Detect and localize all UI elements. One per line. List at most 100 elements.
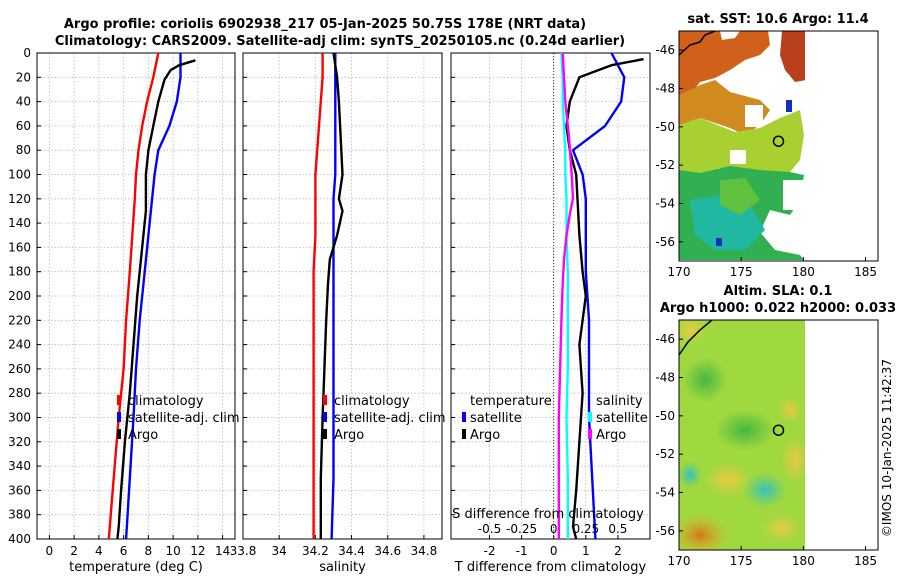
temp-ytick-label: 400 bbox=[8, 532, 31, 546]
diff-top-xtick-label: -0.5 bbox=[478, 522, 501, 536]
sla-green-blob1 bbox=[683, 358, 727, 402]
diff-xtick-label: -2 bbox=[484, 544, 496, 558]
sst-yellow-green-band bbox=[679, 110, 804, 180]
diff-panel: -2 -1 0 1 2 T difference from climatology temp… bbox=[450, 52, 651, 575]
sla-green-blob2 bbox=[715, 410, 775, 450]
temp-ytick-label: 180 bbox=[8, 265, 31, 279]
sst-coastline bbox=[679, 31, 716, 56]
temp-ytick-label: 60 bbox=[16, 119, 31, 133]
figure-title-line1: Argo profile: coriolis 6902938_217 05-Ja… bbox=[64, 17, 586, 32]
sst-axes-xtick-label: 170 bbox=[668, 265, 691, 279]
sst-map: sat. SST: 10.6 Argo: 11.4 170 175 180 185 -4… bbox=[655, 12, 879, 279]
temp-ytick-label: 200 bbox=[8, 289, 31, 303]
sst-field bbox=[679, 31, 878, 261]
sal-xtick-label: 34.6 bbox=[374, 544, 401, 558]
imos-watermark: ©IMOS 10-Jan-2025 11:42:37 bbox=[880, 359, 894, 537]
sst-axes-ytick-label: -56 bbox=[655, 235, 675, 249]
sla-axes-xtick-label: 180 bbox=[792, 554, 815, 568]
temp-xtick-label: 10 bbox=[165, 544, 180, 558]
sla-warm-blob1 bbox=[781, 436, 809, 484]
sal-xlabel: salinity bbox=[319, 560, 366, 575]
diff-legend-left-title: temperature bbox=[470, 394, 552, 409]
sla-coastline bbox=[679, 320, 713, 356]
sst-warm-ne bbox=[780, 31, 806, 82]
sal-xtick-label: 34 bbox=[272, 544, 287, 558]
sla-axes-ytick-label: -56 bbox=[655, 524, 675, 538]
sla-axes-ytick-label: -52 bbox=[655, 447, 675, 461]
sst-cloud-gap1 bbox=[770, 75, 790, 93]
sal-series-satellite-adj-clim bbox=[330, 53, 337, 540]
sla-frame bbox=[678, 319, 879, 551]
temp-xlabel: temperature (deg C) bbox=[69, 560, 203, 575]
temp-xtick-label: 4 bbox=[95, 544, 103, 558]
sst-axes-argo-position-marker bbox=[772, 135, 785, 147]
temp-ytick-label: 240 bbox=[8, 338, 31, 352]
sst-axes-ytick-label: -54 bbox=[655, 197, 675, 211]
sla-map: Altim. SLA: 0.1 Argo h1000: 0.022 h2000:… bbox=[655, 284, 896, 568]
temp-xtick-label: 0 bbox=[46, 544, 54, 558]
sal-legend-label: satellite-adj. clim bbox=[334, 411, 446, 426]
temp-xtick-label: 14 bbox=[215, 544, 230, 558]
diff-top-axis-label: S difference from climatology bbox=[452, 507, 644, 522]
sla-warm-blob6 bbox=[679, 320, 706, 344]
temp-legend-label: Argo bbox=[128, 428, 158, 443]
sal-legend-label: climatology bbox=[334, 394, 410, 409]
diff-legend-left-label: Argo bbox=[470, 428, 500, 443]
sla-axes-ytick-label: -46 bbox=[655, 332, 675, 346]
diff-legend-left-label: satellite bbox=[470, 411, 522, 426]
sst-cloud-gap4 bbox=[730, 150, 746, 164]
sla-warm-blob5 bbox=[679, 513, 730, 550]
temp-ytick-label: 360 bbox=[8, 483, 31, 497]
sla-axes-ytick-label: -54 bbox=[655, 486, 675, 500]
diff-xtick-label: 0 bbox=[550, 544, 558, 558]
sal-series-climatology bbox=[312, 53, 324, 539]
sla-axes-ytick-label: -48 bbox=[655, 371, 675, 385]
diff-top-xtick-label: -0.25 bbox=[506, 522, 537, 536]
sst-axes: 170 175 180 185 -46 -48 -50 -52 -54 -56 bbox=[655, 43, 877, 279]
sst-axes-xtick-label: 185 bbox=[854, 265, 877, 279]
diff-top-xtick-label: 0.25 bbox=[572, 522, 599, 536]
sla-title-line1: Altim. SLA: 0.1 bbox=[724, 284, 833, 299]
temp-series-satellite-adj-clim bbox=[124, 53, 182, 540]
sla-no-data-east bbox=[805, 320, 878, 550]
diff-top-xtick-label: 0.5 bbox=[608, 522, 627, 536]
sal-xtick-label: 34.8 bbox=[411, 544, 438, 558]
diff-xtick-label: 2 bbox=[614, 544, 622, 558]
diff-top-xtick-label: 0 bbox=[550, 522, 558, 536]
sla-axes-xtick-label: 175 bbox=[730, 554, 753, 568]
sst-axes-xtick-label: 180 bbox=[792, 265, 815, 279]
sla-axes: 170 175 180 185 -46 -48 -50 -52 -54 -56 bbox=[655, 332, 877, 568]
sst-axes-xtick-label: 175 bbox=[730, 265, 753, 279]
sst-warm-north bbox=[679, 31, 770, 100]
temp-ytick-label: 300 bbox=[8, 411, 31, 425]
diff-series-temperature-argo bbox=[565, 57, 644, 540]
sla-title-line2: Argo h1000: 0.022 h2000: 0.033 bbox=[660, 301, 896, 316]
sla-axes-argo-position-marker bbox=[772, 424, 785, 436]
sla-axes-xtick-label: 170 bbox=[668, 554, 691, 568]
diff-xtick-label: 1 bbox=[582, 544, 590, 558]
temp-xtick-label: 12 bbox=[190, 544, 205, 558]
sal-legend-label: Argo bbox=[334, 428, 364, 443]
temp-legend-label: satellite-adj. clim bbox=[128, 411, 240, 426]
temp-series-argo bbox=[116, 59, 196, 540]
sal-xtick-label: 34.4 bbox=[338, 544, 365, 558]
diff-xlabel: T difference from climatology bbox=[454, 560, 647, 575]
temp-ytick-label: 380 bbox=[8, 508, 31, 522]
diff-legend-right-label: satellite bbox=[596, 411, 648, 426]
sla-cool-blob2 bbox=[679, 461, 702, 489]
temp-ytick-label: 40 bbox=[16, 95, 31, 109]
sla-cool-blob1 bbox=[743, 472, 787, 508]
sal-xtick-label: 33.8 bbox=[230, 544, 257, 558]
temp-ytick-label: 0 bbox=[23, 46, 31, 60]
sst-green-patch bbox=[720, 178, 760, 215]
diff-legend-right-label: Argo bbox=[596, 428, 626, 443]
sst-axes-ytick-label: -50 bbox=[655, 120, 675, 134]
sla-warm-blob2 bbox=[704, 462, 752, 498]
sla-axes-xtick-label: 185 bbox=[854, 554, 877, 568]
diff-series-temperature-satellite bbox=[571, 52, 626, 540]
temp-ytick-label: 160 bbox=[8, 240, 31, 254]
temp-xtick-label: 6 bbox=[120, 544, 128, 558]
sst-frame bbox=[678, 30, 879, 262]
temp-ytick-label: 80 bbox=[16, 143, 31, 157]
